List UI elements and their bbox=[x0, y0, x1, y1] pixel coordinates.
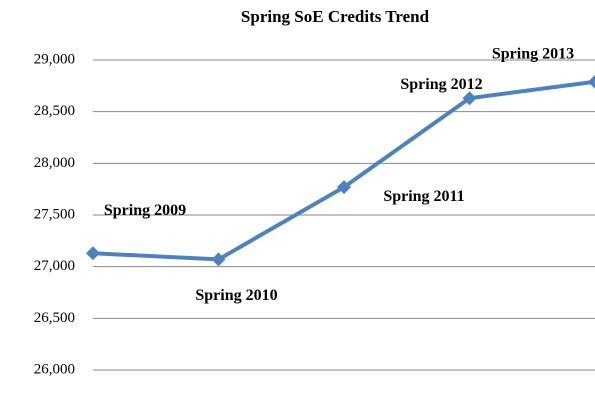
point-label: Spring 2011 bbox=[383, 188, 464, 205]
y-tick-label: 26,000 bbox=[34, 361, 75, 377]
y-tick-label: 28,500 bbox=[34, 103, 75, 119]
point-label: Spring 2013 bbox=[492, 45, 574, 62]
point-label: Spring 2010 bbox=[195, 287, 277, 304]
marker bbox=[337, 180, 351, 195]
y-tick-label: 28,000 bbox=[34, 155, 75, 171]
marker bbox=[588, 74, 595, 89]
y-tick-label: 26,500 bbox=[34, 310, 75, 326]
marker bbox=[86, 246, 100, 261]
line bbox=[92, 79, 595, 262]
point-label: Spring 2009 bbox=[104, 202, 186, 219]
marker bbox=[462, 91, 477, 106]
chart-title: Spring SoE Credits Trend bbox=[241, 7, 430, 26]
y-tick-label: 27,500 bbox=[34, 206, 75, 222]
y-tick-label: 29,000 bbox=[34, 51, 75, 67]
y-tick-label: 27,000 bbox=[34, 258, 75, 274]
point-label: Spring 2012 bbox=[400, 76, 482, 93]
marker bbox=[211, 252, 226, 267]
